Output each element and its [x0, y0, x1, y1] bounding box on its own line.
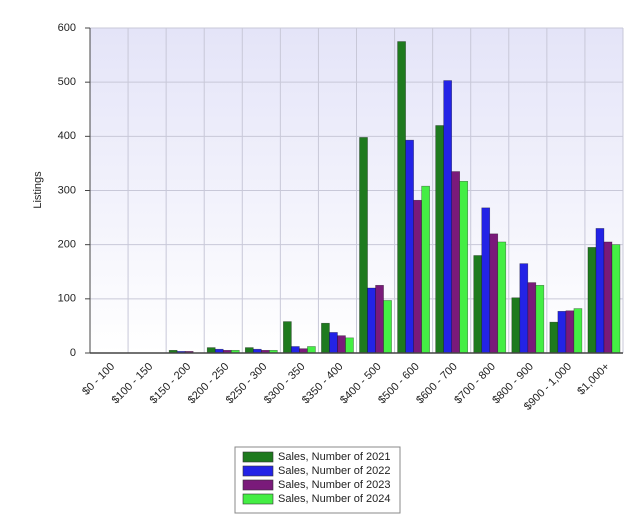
y-tick-label: 100: [58, 293, 76, 305]
bar: [443, 80, 452, 354]
bar: [519, 263, 529, 354]
bar: [413, 199, 422, 354]
bar: [489, 233, 499, 354]
bar: [375, 284, 384, 354]
bar: [345, 337, 354, 354]
bar: [435, 125, 444, 354]
bar: [549, 321, 559, 354]
bar: [473, 255, 483, 354]
y-tick-label: 500: [58, 76, 76, 88]
bar: [459, 180, 469, 354]
y-tick-label: 300: [58, 184, 76, 196]
bar: [595, 228, 605, 354]
bar: [291, 346, 300, 354]
bar: [367, 287, 376, 354]
bar: [337, 335, 346, 354]
bar: [405, 139, 414, 354]
x-tick-label: $1,000+: [575, 361, 612, 398]
bar: [573, 308, 583, 354]
bar: [383, 300, 392, 354]
bar: [244, 347, 254, 354]
legend-label: Sales, Number of 2023: [278, 479, 391, 491]
bar: [611, 244, 621, 354]
legend-swatch: [242, 465, 274, 477]
bar: [451, 171, 460, 354]
bar: [329, 332, 338, 354]
bar: [497, 241, 507, 354]
bar: [307, 346, 316, 354]
bar: [359, 137, 368, 354]
y-tick-label: 200: [58, 239, 76, 251]
bar: [565, 310, 575, 354]
legend-swatch: [242, 479, 274, 491]
legend-label: Sales, Number of 2021: [278, 451, 391, 463]
legend-swatch: [242, 451, 274, 463]
bar: [283, 321, 292, 354]
bar: [206, 347, 216, 354]
x-tick-label: $0 - 100: [80, 361, 117, 398]
y-tick-label: 600: [58, 22, 76, 34]
y-axis-label: Listings: [32, 171, 44, 209]
y-tick-label: 0: [70, 347, 76, 359]
bar: [587, 247, 597, 354]
bar: [603, 241, 613, 354]
bar: [511, 297, 521, 354]
legend-swatch: [242, 493, 274, 505]
bar: [481, 207, 491, 354]
bar: [397, 41, 406, 354]
bar: [421, 185, 430, 354]
bar: [527, 282, 537, 354]
legend-label: Sales, Number of 2024: [278, 493, 391, 505]
bar: [535, 284, 545, 354]
legend-label: Sales, Number of 2022: [278, 465, 391, 477]
bar: [557, 310, 567, 354]
y-tick-label: 400: [58, 130, 76, 142]
bar: [321, 322, 330, 354]
